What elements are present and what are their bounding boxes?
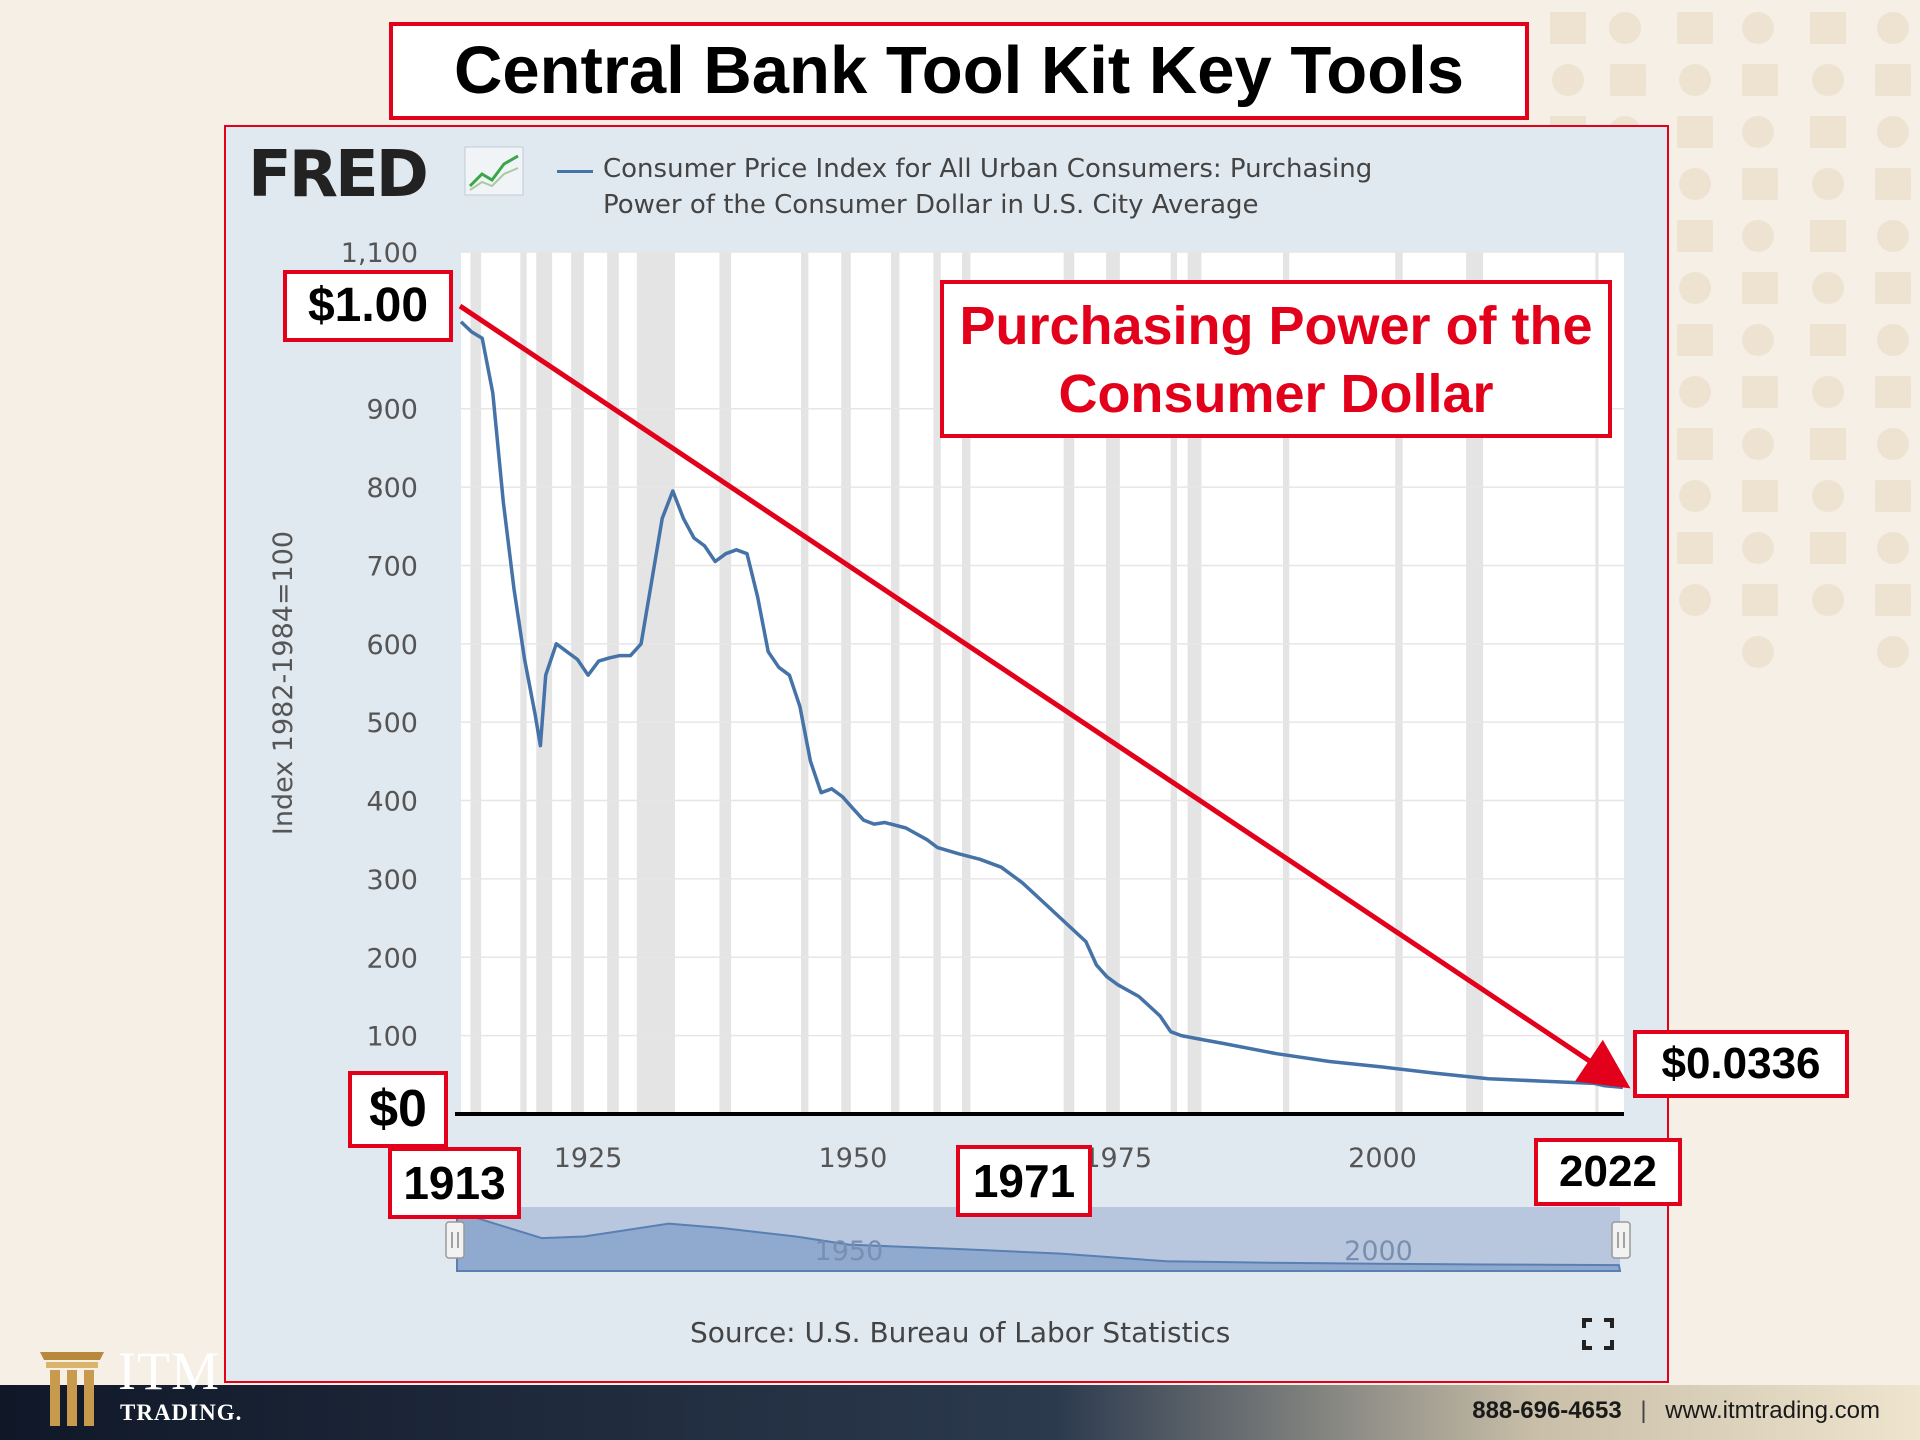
recession-band bbox=[719, 252, 732, 1114]
recession-band bbox=[1063, 252, 1075, 1114]
y-tick-label: 800 bbox=[366, 473, 418, 504]
navigator-label: 1950 bbox=[815, 1236, 884, 1267]
fred-logo[interactable]: FRED bbox=[248, 138, 429, 212]
mid-year-callout: 1971 bbox=[956, 1145, 1092, 1217]
recession-band bbox=[520, 252, 527, 1114]
navigator-label: 2000 bbox=[1344, 1236, 1413, 1267]
footer-website[interactable]: www.itmtrading.com bbox=[1665, 1397, 1880, 1424]
y-tick-label: 500 bbox=[366, 708, 418, 739]
itm-brand-sub: TRADING. bbox=[120, 1400, 243, 1425]
recession-band bbox=[1187, 252, 1202, 1114]
recession-band bbox=[1106, 252, 1120, 1114]
zero-callout: $0 bbox=[348, 1071, 448, 1148]
y-axis-label: Index 1982-1984=100 bbox=[268, 531, 299, 835]
recession-band bbox=[607, 252, 619, 1114]
headline-callout: Purchasing Power of the Consumer Dollar bbox=[940, 280, 1612, 438]
itm-pillar-icon[interactable] bbox=[36, 1342, 108, 1432]
y-tick-label: 300 bbox=[366, 865, 418, 896]
navigator-handle-right[interactable] bbox=[1611, 1221, 1631, 1259]
recession-band bbox=[962, 252, 971, 1114]
legend-swatch bbox=[557, 170, 593, 173]
itm-brand[interactable]: ITM bbox=[118, 1341, 220, 1401]
recession-band bbox=[636, 252, 675, 1114]
legend-label: Consumer Price Index for All Urban Consu… bbox=[603, 154, 1373, 220]
end-value-callout: $0.0336 bbox=[1633, 1030, 1849, 1098]
footer-phone[interactable]: 888-696-4653 bbox=[1472, 1397, 1622, 1424]
recession-band bbox=[571, 252, 584, 1114]
fred-chart-icon[interactable] bbox=[464, 146, 524, 196]
slide-title: Central Bank Tool Kit Key Tools bbox=[389, 22, 1529, 120]
recession-band bbox=[1466, 252, 1484, 1114]
footer-separator: | bbox=[1640, 1397, 1647, 1424]
footer-bar bbox=[0, 1385, 1920, 1440]
start-value-callout: $1.00 bbox=[283, 270, 453, 342]
y-tick-label: 600 bbox=[366, 630, 418, 661]
recession-band bbox=[801, 252, 809, 1114]
x-tick-label: 1950 bbox=[819, 1143, 888, 1174]
fullscreen-icon[interactable] bbox=[1582, 1318, 1614, 1350]
x-tick-label: 2000 bbox=[1348, 1143, 1417, 1174]
navigator-series bbox=[456, 1210, 1622, 1272]
source-note: Source: U.S. Bureau of Labor Statistics bbox=[690, 1316, 1231, 1349]
x-tick-label: 1925 bbox=[554, 1143, 623, 1174]
y-tick-label: 400 bbox=[366, 787, 418, 818]
end-year-callout: 2022 bbox=[1534, 1138, 1682, 1206]
recession-band bbox=[470, 252, 482, 1114]
recession-band bbox=[1282, 252, 1290, 1114]
x-tick-label: 1975 bbox=[1083, 1143, 1152, 1174]
decline-arrow bbox=[458, 303, 1631, 1089]
y-tick-label: 900 bbox=[366, 395, 418, 426]
y-tick-label: 200 bbox=[366, 943, 418, 974]
series-line bbox=[459, 320, 1624, 1090]
background-pattern bbox=[1550, 12, 1911, 668]
navigator-handle-left[interactable] bbox=[445, 1221, 465, 1259]
y-tick-label: 100 bbox=[366, 1022, 418, 1053]
recession-band bbox=[891, 252, 900, 1114]
recession-band bbox=[1170, 252, 1178, 1114]
footer-contact: 888-696-4653 | www.itmtrading.com bbox=[1472, 1397, 1880, 1425]
recession-band bbox=[933, 252, 941, 1114]
y-tick-label: 700 bbox=[366, 551, 418, 582]
recession-band bbox=[1595, 252, 1599, 1114]
start-year-callout: 1913 bbox=[388, 1147, 521, 1219]
recession-band bbox=[841, 252, 851, 1114]
y-tick-label: 1,100 bbox=[341, 238, 418, 269]
recession-band bbox=[1395, 252, 1403, 1114]
